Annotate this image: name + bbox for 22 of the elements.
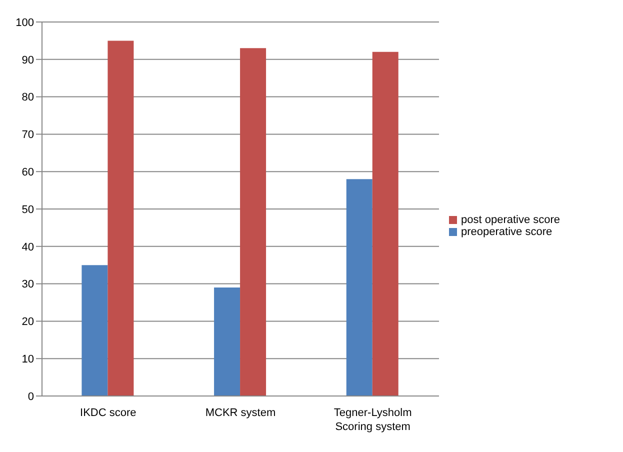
y-tick-label: 100 [16, 16, 34, 29]
y-tick-label: 90 [22, 54, 34, 66]
y-tick-label: 50 [22, 204, 34, 216]
legend-label: post operative score [461, 214, 560, 226]
y-tick-label: 0 [28, 390, 34, 403]
y-tick-label: 40 [22, 241, 34, 254]
bar [346, 179, 372, 396]
x-tick-label: Tegner-Lysholm Scoring system [334, 407, 412, 433]
y-tick-label: 60 [22, 166, 34, 179]
bar [214, 288, 240, 396]
y-tick-label: 80 [22, 92, 34, 104]
y-tick-label: 30 [22, 278, 34, 291]
bar [82, 265, 108, 396]
x-tick-label: IKDC score [80, 407, 136, 419]
y-tick-label: 20 [22, 316, 34, 328]
bar [108, 40, 134, 396]
y-tick-label: 10 [22, 354, 34, 366]
bar [240, 48, 266, 396]
x-tick-label: MCKR system [205, 407, 276, 419]
legend-label: preoperative score [461, 226, 552, 238]
y-tick-label: 70 [22, 129, 34, 142]
bar [372, 52, 398, 396]
